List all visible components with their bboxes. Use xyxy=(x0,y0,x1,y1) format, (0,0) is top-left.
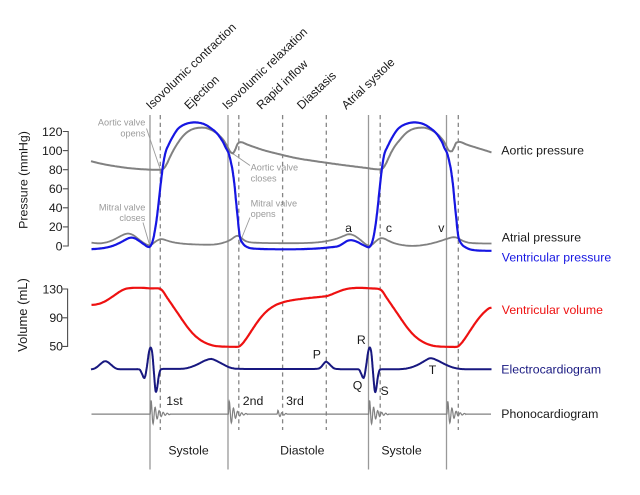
svg-text:90: 90 xyxy=(49,311,63,325)
svg-text:0: 0 xyxy=(56,239,63,253)
svg-text:50: 50 xyxy=(49,340,63,354)
svg-text:Volume (mL): Volume (mL) xyxy=(15,278,30,352)
svg-text:closes: closes xyxy=(251,174,277,184)
svg-text:Atrial pressure: Atrial pressure xyxy=(502,231,581,245)
svg-text:Mitral valve: Mitral valve xyxy=(99,202,145,212)
svg-text:opens: opens xyxy=(120,128,145,138)
svg-text:3rd: 3rd xyxy=(286,394,304,408)
svg-text:130: 130 xyxy=(42,282,63,296)
svg-text:60: 60 xyxy=(49,182,63,196)
svg-text:Ventricular volume: Ventricular volume xyxy=(502,303,603,317)
svg-text:Electrocardiogram: Electrocardiogram xyxy=(501,363,601,377)
svg-text:Ventricular pressure: Ventricular pressure xyxy=(502,251,612,265)
svg-text:100: 100 xyxy=(42,144,63,158)
svg-text:Diastole: Diastole xyxy=(280,444,325,458)
svg-text:a: a xyxy=(345,221,352,235)
svg-text:20: 20 xyxy=(49,220,63,234)
svg-text:R: R xyxy=(357,333,366,347)
svg-text:Phonocardiogram: Phonocardiogram xyxy=(501,407,598,421)
svg-text:P: P xyxy=(313,347,321,361)
svg-text:c: c xyxy=(386,221,392,235)
svg-text:closes: closes xyxy=(119,213,145,223)
svg-text:1st: 1st xyxy=(166,394,183,408)
svg-text:Systole: Systole xyxy=(168,444,208,458)
svg-text:opens: opens xyxy=(251,209,276,219)
svg-text:Pressure (mmHg): Pressure (mmHg) xyxy=(17,131,31,229)
svg-text:v: v xyxy=(438,221,445,235)
svg-text:Q: Q xyxy=(353,379,363,393)
svg-text:Aortic pressure: Aortic pressure xyxy=(501,143,584,157)
svg-text:40: 40 xyxy=(49,201,63,215)
svg-text:Aortic valve: Aortic valve xyxy=(98,118,146,128)
svg-text:120: 120 xyxy=(42,125,63,139)
svg-text:Mitral valve: Mitral valve xyxy=(251,198,297,208)
svg-text:Aortic valve: Aortic valve xyxy=(251,163,299,173)
svg-text:T: T xyxy=(429,363,437,377)
svg-text:2nd: 2nd xyxy=(243,394,264,408)
svg-text:Systole: Systole xyxy=(381,444,421,458)
svg-text:80: 80 xyxy=(49,163,63,177)
svg-text:S: S xyxy=(380,384,388,398)
